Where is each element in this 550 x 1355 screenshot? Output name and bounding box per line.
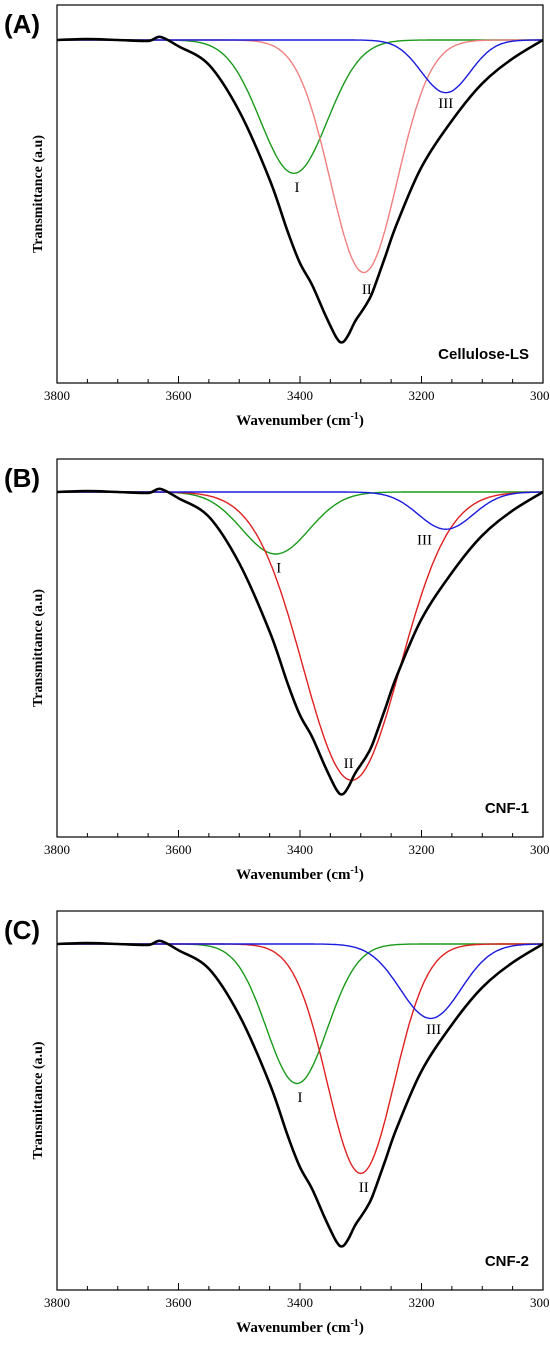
total-spectrum-curve <box>57 939 543 1248</box>
sample-label: Cellulose-LS <box>438 346 529 363</box>
x-tick-label: 3000 <box>530 1295 550 1310</box>
x-tick-label: 3200 <box>409 388 435 403</box>
peak-label-ii: II <box>359 1180 369 1196</box>
band-ii-curve <box>57 943 543 1175</box>
panel-label: (C) <box>4 915 40 945</box>
x-tick-label: 3000 <box>530 842 550 857</box>
x-tick-label: 3800 <box>44 1295 70 1310</box>
x-tick-label: 3600 <box>166 388 192 403</box>
peak-label-i: I <box>298 1090 303 1106</box>
band-iii-curve <box>57 491 543 530</box>
band-i-curve <box>57 943 543 1085</box>
sample-label: CNF-2 <box>485 1253 529 1270</box>
chart-panel-2: 3800 3600 3400 3200 3000 Wavenumber (cm-1) Tra… <box>4 910 550 1336</box>
band-iii-curve <box>57 943 543 1020</box>
x-axis-title: Wavenumber (cm-1) <box>236 1318 364 1336</box>
peak-label-iii: III <box>426 1022 441 1038</box>
total-spectrum-curve <box>57 487 543 796</box>
plot-frame <box>56 4 544 384</box>
chart-panel-0: 3800 3600 3400 3200 3000 Wavenumber (cm-1) Tra… <box>4 4 550 429</box>
x-axis-title: Wavenumber (cm-1) <box>236 411 364 429</box>
y-axis-title: Transmittance (a.u) <box>31 135 46 253</box>
peak-label-i: I <box>276 561 281 577</box>
band-iii-curve <box>57 39 543 94</box>
x-tick-label: 3400 <box>287 388 313 403</box>
x-tick-label: 3400 <box>287 842 313 857</box>
band-ii-curve <box>57 491 543 781</box>
x-tick-label: 3800 <box>44 842 70 857</box>
x-tick-label: 3200 <box>409 1295 435 1310</box>
sample-label: CNF-1 <box>485 800 529 817</box>
x-tick-label: 3600 <box>166 1295 192 1310</box>
x-tick-label: 3800 <box>44 388 70 403</box>
peak-label-iii: III <box>438 96 453 112</box>
y-axis-title: Transmittance (a.u) <box>31 1041 46 1159</box>
x-axis-title: Wavenumber (cm-1) <box>236 865 364 883</box>
y-axis-title: Transmittance (a.u) <box>31 589 46 707</box>
band-i-curve <box>57 39 543 174</box>
x-tick-label: 3000 <box>530 388 550 403</box>
x-tick-label: 3600 <box>166 842 192 857</box>
chart-panel-1: 3800 3600 3400 3200 3000 Wavenumber (cm-1) Tra… <box>4 458 550 883</box>
peak-label-ii: II <box>344 756 354 772</box>
band-i-curve <box>57 491 543 555</box>
band-ii-curve <box>57 39 543 274</box>
peak-label-ii: II <box>362 282 372 298</box>
peak-label-i: I <box>294 180 299 196</box>
panel-label: (B) <box>4 463 40 493</box>
total-spectrum-curve <box>57 35 543 344</box>
peak-label-iii: III <box>417 533 432 549</box>
x-tick-label: 3200 <box>409 842 435 857</box>
panel-label: (A) <box>4 9 40 39</box>
x-tick-label: 3400 <box>287 1295 313 1310</box>
plot-frame <box>56 458 544 838</box>
